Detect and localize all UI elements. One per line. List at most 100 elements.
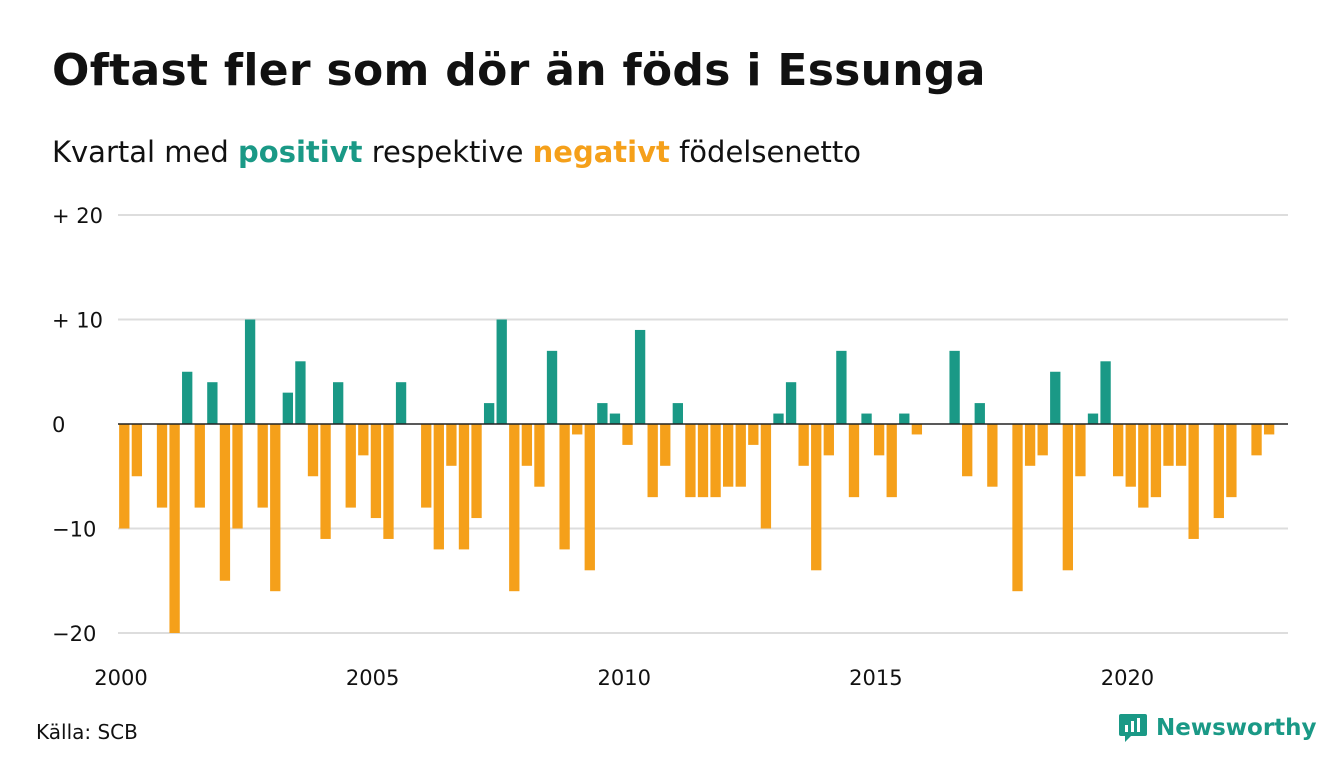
bar-2011-q3 xyxy=(697,424,709,498)
bar-2000-q4 xyxy=(156,424,168,508)
bar-2011-q1 xyxy=(672,403,683,424)
bar-2013-q4 xyxy=(811,424,822,571)
bar-2009-q3 xyxy=(597,403,608,424)
bar-2020-q1 xyxy=(1125,424,1136,487)
bar-2003-q2 xyxy=(282,392,293,424)
bar-2004-q3 xyxy=(345,424,356,508)
bar-2001-q3 xyxy=(194,424,205,508)
x-tick-label: 2010 xyxy=(597,666,650,690)
newsworthy-chart-bubble-icon xyxy=(1119,714,1147,742)
bar-2021-q2 xyxy=(1188,424,1199,539)
x-tick-label: 2005 xyxy=(346,666,399,690)
bar-2002-q2 xyxy=(232,424,243,529)
bar-2010-q2 xyxy=(634,329,646,424)
bar-2019-q4 xyxy=(1113,424,1124,477)
bar-2008-q4 xyxy=(559,424,570,550)
axes: + 20 + 10 0 −10 −20 2000 2005 2010 2015 2020 xyxy=(52,204,1288,690)
bar-2006-q2 xyxy=(433,424,444,550)
bar-2020-q3 xyxy=(1150,424,1162,498)
bar-2014-q3 xyxy=(848,424,860,498)
bar-2015-q2 xyxy=(886,424,897,498)
bar-2016-q3 xyxy=(949,350,960,424)
bar-2020-q2 xyxy=(1138,424,1149,508)
bars xyxy=(119,319,1275,633)
bar-2002-q3 xyxy=(244,319,256,424)
bar-2014-q2 xyxy=(836,350,847,424)
bar-2001-q1 xyxy=(169,424,180,633)
newsworthy-logo[interactable]: Newsworthy xyxy=(1118,712,1317,744)
bar-2010-q3 xyxy=(647,424,658,498)
bar-2011-q4 xyxy=(710,424,721,498)
bar-2010-q4 xyxy=(660,424,671,466)
bar-2022-q3 xyxy=(1251,424,1262,456)
bar-2001-q2 xyxy=(182,371,193,424)
bar-2003-q4 xyxy=(307,424,319,477)
bar-2018-q3 xyxy=(1050,371,1061,424)
bar-2013-q3 xyxy=(798,424,809,466)
subtitle-middle: respektive xyxy=(371,135,524,169)
bar-2000-q1 xyxy=(119,424,130,529)
bar-2004-q1 xyxy=(320,424,331,539)
bar-2010-q1 xyxy=(622,424,633,445)
bar-2018-q4 xyxy=(1062,424,1073,571)
bar-2006-q3 xyxy=(446,424,457,466)
bar-2011-q2 xyxy=(685,424,696,498)
subtitle-negative-label: negativt xyxy=(532,135,670,169)
x-tick-label: 2020 xyxy=(1101,666,1154,690)
bar-2021-q1 xyxy=(1175,424,1187,466)
bar-2012-q2 xyxy=(735,424,746,487)
bar-2022-q4 xyxy=(1263,424,1275,435)
bar-2006-q4 xyxy=(458,424,470,550)
y-tick-label: −20 xyxy=(52,622,96,646)
bar-2017-q1 xyxy=(974,403,985,424)
bar-2007-q1 xyxy=(471,424,482,519)
bar-2008-q1 xyxy=(521,424,533,466)
bar-2007-q2 xyxy=(483,403,495,424)
bar-2009-q1 xyxy=(572,424,583,435)
bar-2004-q2 xyxy=(333,382,344,424)
bar-2005-q1 xyxy=(370,424,382,519)
bar-2015-q3 xyxy=(899,413,910,424)
y-tick-label: 0 xyxy=(52,413,65,437)
y-tick-label: −10 xyxy=(52,518,96,542)
bar-2004-q4 xyxy=(358,424,369,456)
bar-2019-q3 xyxy=(1100,361,1111,424)
bar-2007-q4 xyxy=(509,424,520,592)
bar-2014-q1 xyxy=(823,424,834,456)
chart-subtitle: Kvartal med positivt respektive negativt… xyxy=(52,132,861,172)
bar-2016-q4 xyxy=(962,424,973,477)
bar-2019-q2 xyxy=(1087,413,1099,424)
bar-2008-q3 xyxy=(546,350,558,424)
bar-2021-q4 xyxy=(1213,424,1224,519)
subtitle-prefix: Kvartal med xyxy=(52,135,229,169)
chart-title: Oftast fler som dör än föds i Essunga xyxy=(52,45,986,96)
bar-2003-q1 xyxy=(270,424,281,592)
brand-name: Newsworthy xyxy=(1156,715,1317,741)
source-note: Källa: SCB xyxy=(36,720,138,744)
bar-2008-q2 xyxy=(534,424,545,487)
bar-2013-q1 xyxy=(773,413,784,424)
bar-2009-q4 xyxy=(609,413,621,424)
bar-2002-q4 xyxy=(257,424,268,508)
bar-2018-q1 xyxy=(1024,424,1036,466)
bar-2007-q3 xyxy=(496,319,507,424)
y-tick-label: + 20 xyxy=(52,204,103,228)
bar-2022-q1 xyxy=(1226,424,1237,498)
subtitle-positive-label: positivt xyxy=(238,135,363,169)
bar-2001-q4 xyxy=(207,382,218,424)
bar-2005-q2 xyxy=(383,424,394,539)
bar-2014-q4 xyxy=(861,413,872,424)
bar-2020-q4 xyxy=(1163,424,1174,466)
bar-2012-q3 xyxy=(748,424,759,445)
bar-2015-q1 xyxy=(873,424,885,456)
bar-2000-q2 xyxy=(131,424,143,477)
bar-2005-q3 xyxy=(395,382,407,424)
bar-2017-q2 xyxy=(987,424,998,487)
bar-chart: + 20 + 10 0 −10 −20 2000 2005 2010 2015 2020 xyxy=(52,204,1288,690)
bar-2018-q2 xyxy=(1037,424,1048,456)
x-tick-label: 2015 xyxy=(849,666,902,690)
bar-2017-q4 xyxy=(1012,424,1023,592)
bar-2009-q2 xyxy=(584,424,595,571)
bar-2002-q1 xyxy=(219,424,231,581)
bar-2013-q2 xyxy=(785,382,797,424)
